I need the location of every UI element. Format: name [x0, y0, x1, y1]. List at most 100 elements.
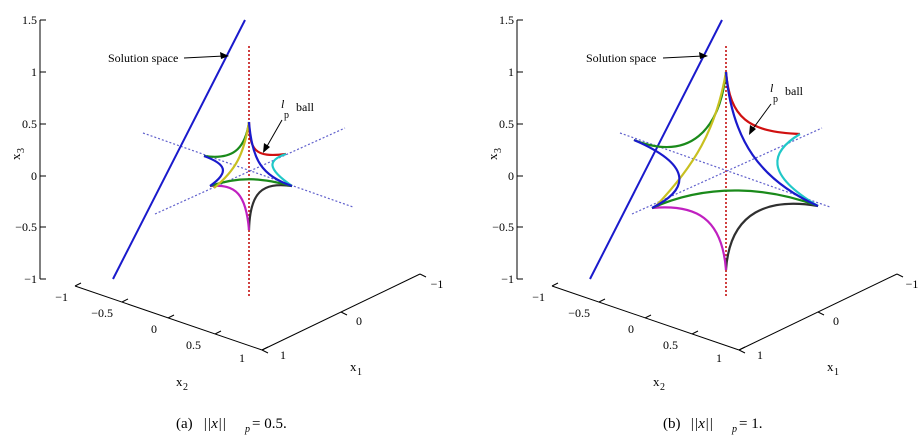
svg-text:= 1.: = 1. [739, 416, 762, 432]
x1-tick-a-2: 1 [280, 348, 286, 362]
x2-tick-a-0: −1 [55, 290, 68, 304]
svg-text:1: 1 [357, 367, 362, 378]
svg-text:x: x [176, 374, 183, 389]
caption-a: (a) ||x|| p = 0.5. [176, 416, 287, 435]
lp-ball-label-a: l p ball [281, 97, 315, 121]
svg-text:(b): (b) [663, 416, 681, 432]
svg-text:x: x [8, 153, 23, 160]
lp-ball-a [203, 121, 293, 231]
solution-space-arrow-b [662, 55, 704, 59]
x3-label-b: x 3 [485, 148, 504, 160]
x1-ticks-b [738, 273, 904, 354]
x3-tick-b-5: −1 [501, 272, 514, 286]
ball-curve-dark-a [247, 184, 293, 231]
x1-label-a: x 1 [350, 359, 362, 378]
x3-tick-a-3: 0 [31, 169, 37, 183]
solution-space-arrow-a [183, 55, 225, 59]
ball-curve-green2-b [651, 189, 819, 210]
x1-label-b: x 1 [827, 359, 839, 378]
x3-tick-b-2: 0.5 [499, 117, 514, 131]
x2-tick-a-1: −0.5 [91, 306, 113, 320]
svg-text:3: 3 [16, 148, 27, 153]
svg-text:x: x [350, 359, 357, 374]
x1-tick-b-0: −1 [906, 277, 919, 291]
svg-text:= 0.5.: = 0.5. [252, 416, 287, 432]
x3-tick-b-3: 0 [508, 169, 514, 183]
x2-tick-a-2: 0 [151, 322, 157, 336]
lp-ball-arrowhead-b [749, 125, 756, 135]
x3-tick-a-2: 0.5 [22, 117, 37, 131]
x2-tick-b-4: 1 [716, 351, 722, 365]
x2-tick-b-1: −0.5 [568, 306, 590, 320]
x1-tick-b-1: 0 [833, 314, 839, 328]
solution-space-line-a [112, 19, 246, 280]
lp-ball-arrowhead-a [263, 143, 270, 153]
lp-ball-arrow-b [751, 103, 772, 131]
ball-curve-magenta-b [651, 206, 728, 271]
svg-text:p: p [244, 424, 250, 435]
lp-ball-arrow-a [265, 119, 283, 149]
lp-ball-label-b: l p ball [770, 81, 804, 105]
ball-curve-blue-a [203, 154, 224, 187]
x1-ref-line-b [631, 127, 823, 215]
x3-tick-b-4: −0.5 [492, 220, 514, 234]
svg-text:||x||: ||x|| [690, 416, 713, 432]
solution-space-label-a: Solution space [108, 51, 178, 65]
svg-text:(a): (a) [176, 416, 193, 432]
x1-tick-a-0: −1 [431, 277, 444, 291]
svg-text:x: x [653, 374, 660, 389]
solution-space-arrowhead-a [220, 52, 229, 59]
svg-text:p: p [731, 424, 737, 435]
ball-curve-magenta-a [209, 184, 251, 231]
ball-curve-dark-b [724, 202, 819, 271]
ball-curve-yellow-a [213, 121, 251, 189]
svg-text:ball: ball [296, 100, 315, 114]
ball-curve-cyan-b [776, 133, 819, 207]
svg-text:3: 3 [493, 148, 504, 153]
ball-curve-blue2-b [724, 71, 819, 208]
x2-tick-b-2: 0 [628, 322, 634, 336]
x2-tick-b-0: −1 [532, 290, 545, 304]
svg-text:||x||: ||x|| [203, 416, 226, 432]
svg-text:ball: ball [785, 84, 804, 98]
x3-tick-a-4: −0.5 [15, 220, 37, 234]
x3-tick-a-5: −1 [24, 272, 37, 286]
x3-tick-b-1: 1 [508, 65, 514, 79]
lp-ball-b [633, 71, 819, 271]
solution-space-label-b: Solution space [586, 51, 656, 65]
x1-tick-b-2: 1 [757, 348, 763, 362]
x3-label-a: x 3 [8, 148, 27, 160]
ball-curve-blue-b [633, 138, 681, 209]
x3-ticks-a [40, 19, 46, 280]
solution-space-arrowhead-b [699, 52, 708, 59]
x2-label-b: x 2 [653, 374, 665, 393]
ball-curve-cyan-a [271, 152, 293, 187]
solution-space-line-b [589, 19, 723, 280]
x2-ref-line-a [142, 132, 354, 208]
x3-tick-a-0: 1.5 [22, 13, 37, 27]
svg-text:l: l [281, 97, 285, 111]
svg-text:p: p [284, 110, 289, 121]
x1-tick-a-1: 0 [356, 314, 362, 328]
panel-b: 1.5 1 0.5 0 −0.5 −1 x 3 −1 −0.5 0 0.5 1 … [485, 13, 918, 435]
svg-text:1: 1 [834, 367, 839, 378]
panel-a: 1.5 1 0.5 0 −0.5 −1 x 3 −1 −0.5 0 0.5 1 … [8, 13, 443, 435]
svg-text:2: 2 [660, 382, 665, 393]
ball-curve-blue2-a [247, 121, 293, 188]
x3-tick-a-1: 1 [31, 65, 37, 79]
x2-tick-b-3: 0.5 [663, 338, 678, 352]
ball-curve-yellow-b [655, 71, 728, 207]
x1-ticks-a [261, 273, 427, 354]
x2-tick-a-4: 1 [239, 351, 245, 365]
svg-text:2: 2 [183, 382, 188, 393]
x2-label-a: x 2 [176, 374, 188, 393]
svg-text:x: x [827, 359, 834, 374]
x3-ticks-b [517, 19, 523, 280]
x2-tick-a-3: 0.5 [186, 338, 201, 352]
svg-text:x: x [485, 153, 500, 160]
x1-ref-line-a [154, 127, 346, 215]
svg-text:p: p [773, 94, 778, 105]
caption-b: (b) ||x|| p = 1. [663, 416, 762, 435]
svg-text:l: l [770, 81, 774, 95]
